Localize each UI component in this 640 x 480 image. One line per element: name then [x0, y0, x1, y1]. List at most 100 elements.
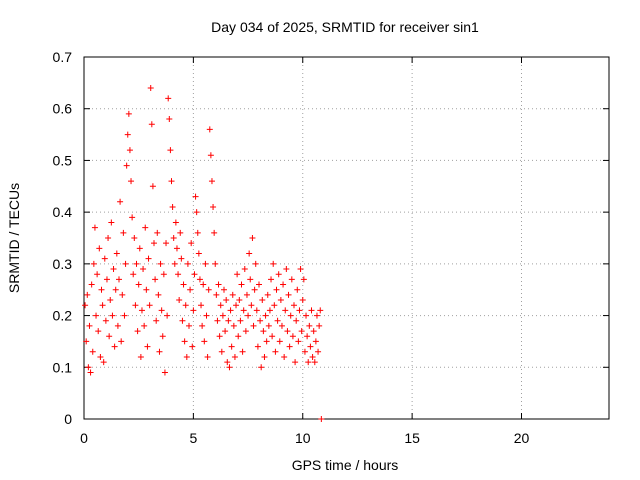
data-point: [263, 338, 270, 345]
data-point: [230, 322, 237, 329]
data-point: [258, 364, 265, 371]
data-point: [109, 312, 116, 319]
data-point: [289, 333, 296, 340]
data-point: [113, 250, 120, 257]
data-point: [164, 312, 171, 319]
data-point: [222, 328, 229, 335]
data-point: [277, 297, 284, 304]
data-point: [284, 328, 291, 335]
data-point: [221, 286, 227, 293]
data-point: [276, 338, 283, 345]
data-point: [217, 302, 224, 309]
data-point: [137, 353, 144, 360]
data-point: [122, 260, 129, 267]
data-point: [172, 219, 179, 226]
data-point: [132, 302, 139, 309]
data-point: [167, 147, 174, 154]
data-point: [227, 307, 234, 314]
data-point: [268, 276, 275, 283]
y-tick-label: 0.2: [53, 308, 73, 324]
x-axis-label: GPS time / hours: [292, 457, 399, 473]
data-point: [316, 322, 323, 329]
data-point: [180, 281, 187, 288]
data-point: [120, 229, 127, 236]
data-point: [166, 116, 173, 123]
data-point: [218, 348, 225, 355]
data-point: [247, 276, 254, 283]
data-point: [177, 229, 184, 236]
y-tick-label: 0.5: [53, 152, 73, 168]
data-point: [188, 240, 195, 247]
data-point: [256, 281, 262, 288]
data-point: [240, 307, 247, 314]
data-point: [123, 162, 130, 169]
x-tick-label: 20: [514, 430, 530, 446]
data-point: [149, 183, 156, 190]
data-point: [235, 333, 242, 340]
data-point: [111, 343, 118, 350]
data-point: [261, 353, 268, 360]
data-point: [304, 333, 311, 340]
data-point: [147, 85, 154, 92]
data-point: [102, 317, 109, 324]
data-point: [138, 307, 145, 314]
data-point: [100, 359, 107, 366]
data-point: [119, 291, 126, 298]
data-point: [248, 302, 255, 309]
data-point: [272, 348, 279, 355]
data-point: [121, 312, 128, 319]
data-point: [270, 260, 277, 267]
data-point: [296, 307, 303, 314]
data-point: [315, 348, 322, 355]
data-point: [266, 307, 273, 314]
data-point: [118, 338, 125, 345]
data-point: [154, 229, 161, 236]
data-point: [219, 312, 226, 319]
data-point: [223, 297, 230, 304]
data-point: [86, 322, 93, 329]
data-point: [117, 198, 124, 205]
data-point: [214, 317, 221, 324]
data-point: [312, 338, 319, 345]
data-point: [301, 348, 308, 355]
data-point: [183, 353, 190, 360]
data-point: [126, 147, 133, 154]
data-point: [146, 302, 153, 309]
data-point: [295, 338, 302, 345]
data-point: [281, 353, 288, 360]
data-point: [179, 317, 186, 324]
data-point: [297, 266, 304, 273]
data-point: [142, 224, 149, 231]
data-point: [242, 328, 249, 335]
y-tick-label: 0.3: [53, 256, 73, 272]
data-point: [260, 328, 267, 335]
data-point: [298, 328, 305, 335]
data-point: [250, 322, 257, 329]
data-point: [155, 291, 162, 298]
data-point: [287, 312, 294, 319]
data-point: [288, 276, 295, 283]
data-point: [85, 364, 92, 371]
data-point: [237, 317, 244, 324]
grid: [84, 57, 609, 419]
y-tick-label: 0: [64, 411, 72, 427]
data-point: [148, 121, 155, 128]
data-point: [187, 286, 194, 293]
data-point: [131, 235, 138, 241]
data-point: [171, 260, 178, 267]
data-point: [144, 343, 151, 350]
data-point: [236, 297, 243, 304]
x-tick-label: 10: [295, 430, 311, 446]
data-point: [300, 276, 307, 283]
data-point: [269, 333, 276, 340]
data-point: [199, 322, 206, 329]
data-point: [251, 286, 258, 293]
data-point: [229, 291, 236, 298]
data-point: [145, 255, 152, 262]
data-point: [210, 203, 217, 210]
data-point: [241, 266, 248, 273]
data-point: [306, 322, 313, 329]
data-point: [152, 276, 159, 283]
data-point: [265, 322, 272, 329]
data-point: [309, 353, 316, 360]
